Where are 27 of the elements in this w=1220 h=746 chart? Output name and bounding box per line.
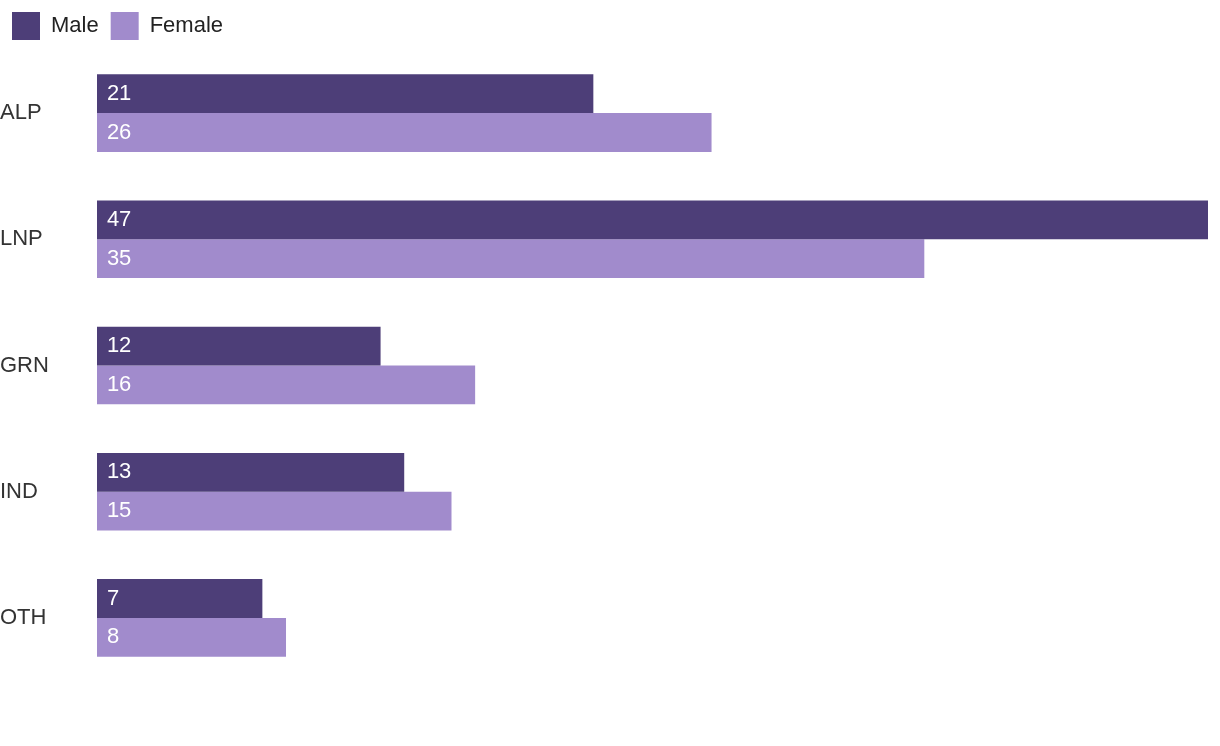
y-tick-label: ALP bbox=[0, 99, 42, 125]
bar bbox=[96, 491, 452, 531]
bar bbox=[96, 617, 287, 657]
data-label: 7 bbox=[106, 584, 120, 610]
data-label: 35 bbox=[106, 244, 132, 270]
y-tick-label: GRN bbox=[0, 351, 49, 377]
bar bbox=[96, 113, 712, 152]
y-tick-label: OTH bbox=[0, 603, 47, 629]
legend-label: Male bbox=[51, 12, 99, 38]
data-label: 13 bbox=[106, 458, 132, 484]
bar bbox=[96, 239, 925, 279]
bar bbox=[96, 365, 476, 405]
data-label: 47 bbox=[106, 205, 132, 231]
data-label: 21 bbox=[106, 79, 132, 105]
data-label: 8 bbox=[106, 623, 120, 649]
bar bbox=[96, 579, 263, 618]
data-label: 16 bbox=[106, 370, 132, 396]
bar bbox=[96, 326, 381, 366]
legend-label: Female bbox=[149, 12, 224, 38]
data-label: 12 bbox=[106, 332, 132, 358]
bar bbox=[96, 452, 405, 492]
data-label: 26 bbox=[106, 118, 132, 144]
bar bbox=[96, 74, 594, 114]
data-label: 15 bbox=[106, 497, 132, 523]
y-tick-label: IND bbox=[0, 477, 38, 503]
y-tick-label: LNP bbox=[0, 225, 43, 251]
bar bbox=[96, 200, 1208, 240]
